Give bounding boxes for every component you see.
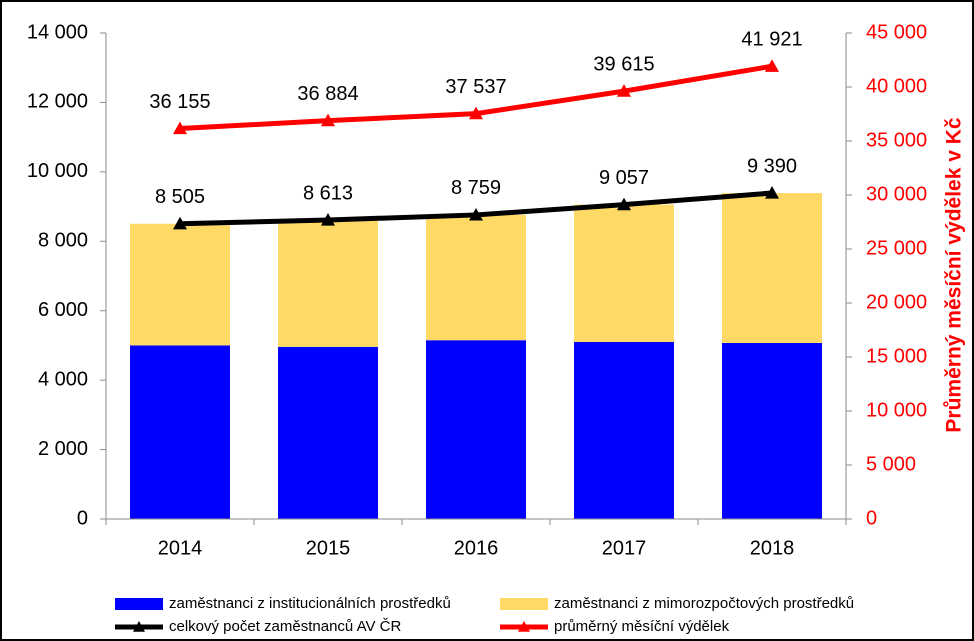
y2-tick-label: 25 000 (866, 237, 927, 259)
x-tick-label: 2015 (306, 537, 351, 559)
y2-tick-label: 20 000 (866, 291, 927, 313)
y-tick-label: 0 (77, 507, 88, 529)
y2-tick-label: 40 000 (866, 75, 927, 97)
legend-label: celkový počet zaměstnanců AV ČR (169, 618, 401, 635)
data-label: 8 505 (155, 186, 205, 208)
y2-tick-label: 10 000 (866, 399, 927, 421)
legend-label: průměrný měsíční výdělek (554, 618, 730, 635)
legend-swatch (115, 598, 163, 610)
line-marker (617, 84, 631, 97)
legend-label: zaměstnanci z mimorozpočtových prostředk… (554, 595, 854, 612)
x-tick-label: 2014 (158, 537, 203, 559)
data-label: 39 615 (593, 53, 654, 75)
bar (278, 220, 378, 347)
x-tick-label: 2018 (750, 537, 795, 559)
bar (722, 342, 822, 519)
legend-marker (518, 621, 530, 632)
y2-tick-label: 30 000 (866, 183, 927, 205)
data-label: 9 390 (747, 155, 797, 177)
data-label: 37 537 (445, 76, 506, 98)
bar (426, 340, 526, 519)
bar (574, 341, 674, 519)
legend-marker (133, 621, 145, 632)
y2-axis-title: Průměrný měsíční výdělek v Kč (943, 117, 966, 432)
data-label: 9 057 (599, 167, 649, 189)
line-marker (469, 106, 483, 120)
line-marker (469, 207, 483, 221)
bar (574, 204, 674, 342)
data-label: 8 613 (303, 182, 353, 204)
y-tick-label: 14 000 (27, 21, 88, 43)
line-marker (173, 216, 187, 230)
line-marker (765, 186, 779, 199)
y2-tick-label: 15 000 (866, 345, 927, 367)
bar (278, 346, 378, 519)
data-label: 36 155 (149, 91, 210, 113)
y2-tick-label: 0 (866, 507, 877, 529)
legend-label: zaměstnanci z institucionálních prostřed… (169, 595, 451, 612)
data-label: 8 759 (451, 177, 501, 199)
x-tick-label: 2016 (454, 537, 499, 559)
line-marker (617, 197, 631, 211)
y-tick-label: 6 000 (38, 299, 88, 321)
y-tick-label: 12 000 (27, 91, 88, 113)
bar (130, 223, 230, 346)
y2-tick-label: 35 000 (866, 129, 927, 151)
data-label: 36 884 (297, 83, 358, 105)
y-tick-label: 4 000 (38, 368, 88, 390)
line-marker (765, 59, 779, 72)
y-tick-label: 10 000 (27, 160, 88, 182)
y-tick-label: 8 000 (38, 230, 88, 252)
legend-swatch (500, 598, 548, 610)
x-tick-label: 2017 (602, 537, 647, 559)
line-marker (173, 121, 187, 135)
y-tick-label: 2 000 (38, 438, 88, 460)
y2-tick-label: 45 000 (866, 21, 927, 43)
bar (426, 214, 526, 341)
y2-tick-label: 5 000 (866, 453, 916, 475)
data-label: 41 921 (741, 29, 802, 51)
line-marker (321, 213, 335, 226)
bar (722, 193, 822, 343)
line-marker (321, 113, 335, 127)
bar (130, 345, 230, 519)
